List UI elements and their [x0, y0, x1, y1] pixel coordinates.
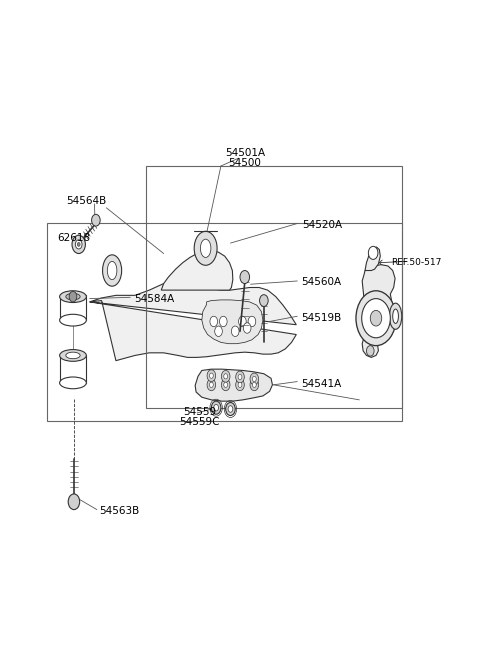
Circle shape	[368, 247, 378, 259]
Text: 54541A: 54541A	[301, 379, 341, 388]
Circle shape	[356, 291, 396, 346]
Polygon shape	[362, 337, 378, 358]
Ellipse shape	[393, 309, 398, 323]
Circle shape	[211, 401, 221, 414]
Polygon shape	[161, 251, 233, 290]
Circle shape	[72, 236, 85, 253]
Text: 54519B: 54519B	[301, 313, 341, 323]
Bar	[47, 224, 402, 420]
Polygon shape	[359, 264, 395, 338]
Text: 62618: 62618	[58, 233, 91, 243]
Circle shape	[252, 382, 256, 388]
Circle shape	[224, 374, 228, 379]
Polygon shape	[195, 369, 273, 401]
Text: 54560A: 54560A	[301, 277, 341, 287]
Circle shape	[238, 382, 242, 388]
Circle shape	[260, 295, 268, 306]
Ellipse shape	[66, 293, 80, 300]
Bar	[145, 166, 402, 407]
Circle shape	[252, 377, 256, 382]
Circle shape	[209, 373, 213, 379]
Circle shape	[362, 298, 390, 338]
Text: 54500: 54500	[228, 158, 261, 169]
Text: 54563B: 54563B	[99, 506, 140, 516]
Polygon shape	[365, 247, 380, 270]
Ellipse shape	[60, 350, 86, 361]
Ellipse shape	[66, 352, 80, 359]
Circle shape	[248, 316, 256, 327]
Circle shape	[77, 243, 80, 247]
Circle shape	[250, 373, 259, 385]
Circle shape	[210, 316, 217, 327]
Circle shape	[207, 379, 216, 391]
Ellipse shape	[194, 232, 217, 265]
Circle shape	[236, 379, 244, 391]
Ellipse shape	[60, 314, 86, 326]
Circle shape	[92, 215, 100, 226]
Ellipse shape	[60, 291, 86, 302]
Circle shape	[250, 379, 259, 391]
Circle shape	[238, 375, 242, 380]
Circle shape	[366, 346, 374, 356]
Polygon shape	[202, 300, 263, 344]
Circle shape	[207, 370, 216, 382]
Text: 54501A: 54501A	[225, 148, 265, 158]
Circle shape	[240, 270, 250, 283]
Circle shape	[221, 371, 230, 382]
Circle shape	[228, 405, 233, 412]
Text: 54520A: 54520A	[302, 220, 342, 230]
Circle shape	[219, 316, 227, 327]
Circle shape	[236, 371, 244, 383]
Ellipse shape	[103, 255, 121, 286]
Ellipse shape	[108, 261, 117, 279]
Circle shape	[243, 323, 251, 333]
Circle shape	[221, 379, 230, 391]
Text: 54584A: 54584A	[134, 294, 174, 304]
Ellipse shape	[389, 303, 402, 329]
Circle shape	[370, 310, 382, 326]
Text: 54559C: 54559C	[179, 417, 220, 427]
Circle shape	[68, 494, 80, 510]
Circle shape	[215, 326, 222, 337]
Circle shape	[209, 382, 213, 388]
Circle shape	[75, 240, 82, 249]
Circle shape	[214, 405, 218, 411]
Circle shape	[224, 382, 228, 388]
Circle shape	[231, 326, 239, 337]
Text: REF.50-517: REF.50-517	[391, 258, 442, 267]
Text: 54559: 54559	[183, 407, 216, 417]
Ellipse shape	[200, 239, 211, 257]
Ellipse shape	[60, 377, 86, 389]
Circle shape	[226, 403, 235, 415]
Circle shape	[69, 291, 77, 302]
Circle shape	[239, 316, 246, 327]
Text: 54564B: 54564B	[66, 195, 107, 205]
Polygon shape	[90, 281, 296, 361]
